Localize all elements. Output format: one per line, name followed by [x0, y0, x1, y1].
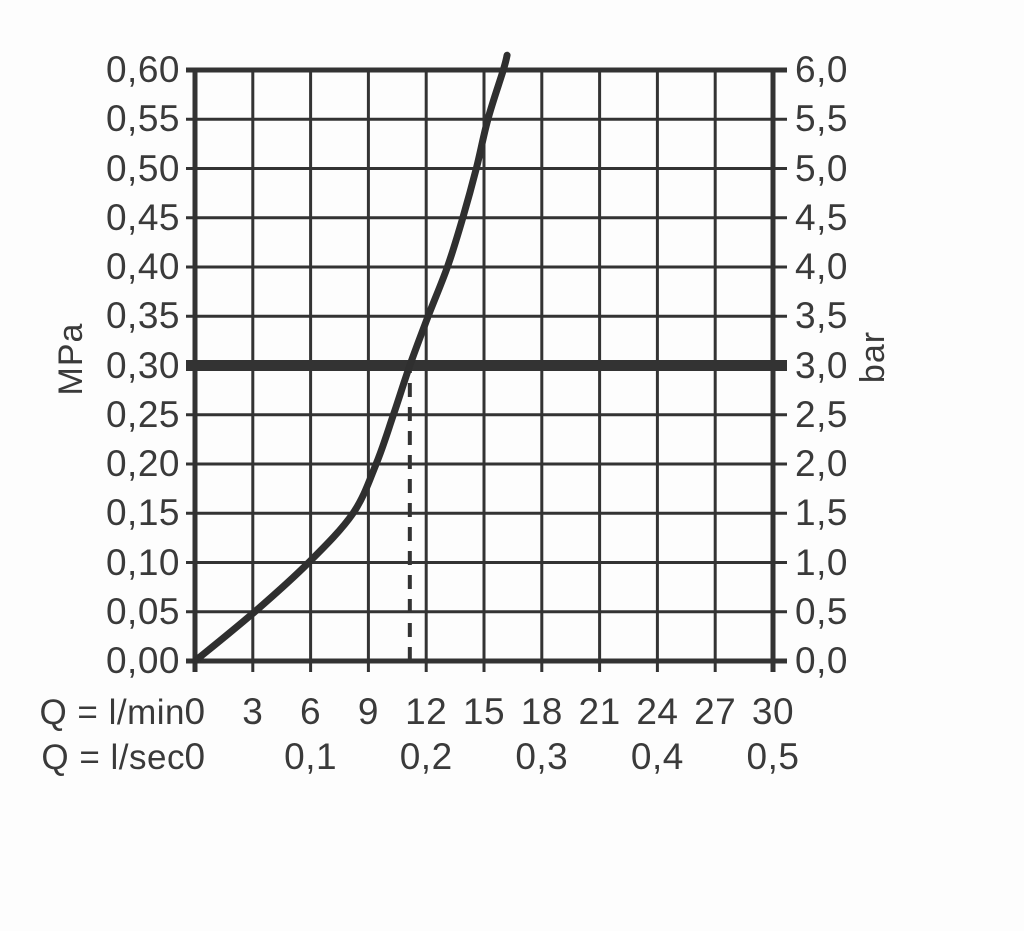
y-tick-label-right: 6,0 — [795, 49, 848, 90]
x-tick-label-lmin: 24 — [636, 691, 679, 732]
y-tick-label-right: 0,5 — [795, 590, 848, 632]
y-tick-label-right: 1,0 — [795, 541, 848, 583]
y-tick-label-left: 0,55 — [105, 98, 180, 140]
y-tick-label-left: 0,35 — [105, 295, 180, 337]
y-tick-label-left: 0,20 — [105, 443, 180, 484]
y-tick-label-right: 3,0 — [795, 344, 848, 386]
y-tick-label-right: 4,0 — [795, 246, 848, 287]
x-tick-label-lmin: 9 — [357, 691, 379, 732]
y-tick-label-right: 5,5 — [795, 98, 848, 140]
x-tick-label-lmin: 18 — [520, 691, 563, 732]
x-tick-label-lmin: 21 — [578, 691, 621, 732]
y-tick-label-right: 0,0 — [795, 640, 848, 681]
y-tick-label-right: 4,5 — [795, 196, 848, 238]
y-tick-label-right: 5,0 — [795, 147, 848, 189]
y-tick-label-right: 2,5 — [795, 393, 848, 435]
x-axis-lsec-row-label: Q = l/sec — [41, 738, 185, 777]
x-axis-lmin-row-label: Q = l/min — [39, 693, 185, 732]
x-tick-label-lsec: 0,5 — [746, 736, 800, 777]
flow-curve — [191, 51, 511, 665]
y-tick-label-left: 0,05 — [105, 590, 180, 632]
x-tick-label-lmin: 12 — [405, 691, 448, 732]
x-tick-label-lmin: 3 — [242, 691, 264, 732]
y-tick-label-left: 0,30 — [105, 344, 180, 386]
y-tick-label-left: 0,50 — [105, 147, 180, 189]
y-tick-label-right: 1,5 — [795, 492, 848, 534]
y-tick-label-left: 0,00 — [105, 640, 180, 681]
x-tick-label-lmin: 15 — [462, 691, 506, 732]
y-tick-label-left: 0,60 — [105, 49, 180, 90]
x-tick-label-lmin: 0 — [184, 691, 206, 732]
x-tick-label-lsec: 0,1 — [284, 736, 338, 777]
y-tick-label-left: 0,10 — [105, 541, 180, 583]
y-tick-label-left: 0,15 — [105, 492, 180, 534]
x-tick-label-lmin: 30 — [751, 691, 795, 732]
x-tick-label-lsec: 0,3 — [515, 736, 569, 777]
x-tick-label-lmin: 27 — [694, 691, 737, 732]
y-tick-label-left: 0,25 — [105, 393, 180, 435]
y-tick-label-right: 3,5 — [795, 295, 848, 337]
x-tick-label-lsec: 0,2 — [399, 736, 453, 777]
y-tick-label-left: 0,45 — [105, 196, 180, 238]
y-tick-label-left: 0,40 — [105, 246, 180, 287]
y-tick-label-right: 2,0 — [795, 443, 848, 484]
x-tick-label-lmin: 6 — [300, 691, 322, 732]
x-tick-label-lsec: 0 — [184, 736, 206, 777]
x-tick-label-lsec: 0,4 — [630, 736, 684, 777]
